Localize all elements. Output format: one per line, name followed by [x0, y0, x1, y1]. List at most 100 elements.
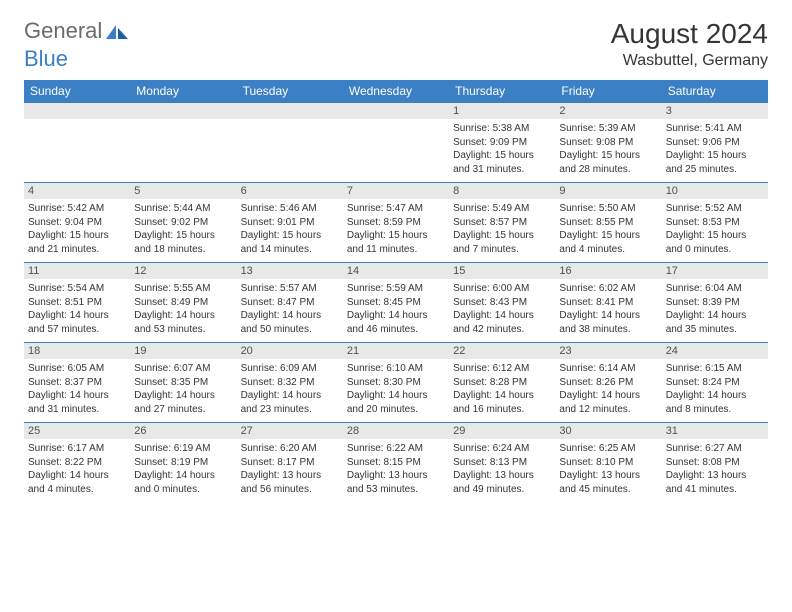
day-number: 26	[130, 423, 236, 439]
day-number: 13	[237, 263, 343, 279]
weekday-header: Monday	[130, 80, 236, 103]
logo-word1: General	[24, 18, 102, 44]
sunrise-text: Sunrise: 6:12 AM	[453, 362, 551, 376]
sunrise-text: Sunrise: 5:59 AM	[347, 282, 445, 296]
sunset-text: Sunset: 8:39 PM	[666, 296, 764, 310]
day-number: 16	[555, 263, 661, 279]
calendar-cell: 1Sunrise: 5:38 AMSunset: 9:09 PMDaylight…	[449, 103, 555, 183]
daylight-text: Daylight: 15 hours and 18 minutes.	[134, 229, 232, 256]
calendar-cell: 6Sunrise: 5:46 AMSunset: 9:01 PMDaylight…	[237, 183, 343, 263]
daylight-text: Daylight: 14 hours and 57 minutes.	[28, 309, 126, 336]
day-details: Sunrise: 5:52 AMSunset: 8:53 PMDaylight:…	[662, 199, 768, 262]
sunrise-text: Sunrise: 6:19 AM	[134, 442, 232, 456]
empty-day-header	[343, 103, 449, 119]
calendar-cell: 22Sunrise: 6:12 AMSunset: 8:28 PMDayligh…	[449, 343, 555, 423]
calendar-week-row: 1Sunrise: 5:38 AMSunset: 9:09 PMDaylight…	[24, 103, 768, 183]
sunrise-text: Sunrise: 6:02 AM	[559, 282, 657, 296]
sunset-text: Sunset: 8:35 PM	[134, 376, 232, 390]
calendar-cell	[24, 103, 130, 183]
daylight-text: Daylight: 15 hours and 0 minutes.	[666, 229, 764, 256]
weekday-header: Tuesday	[237, 80, 343, 103]
day-number: 17	[662, 263, 768, 279]
sunrise-text: Sunrise: 6:25 AM	[559, 442, 657, 456]
daylight-text: Daylight: 15 hours and 11 minutes.	[347, 229, 445, 256]
day-details: Sunrise: 5:39 AMSunset: 9:08 PMDaylight:…	[555, 119, 661, 182]
sunrise-text: Sunrise: 5:42 AM	[28, 202, 126, 216]
calendar-cell: 7Sunrise: 5:47 AMSunset: 8:59 PMDaylight…	[343, 183, 449, 263]
sunrise-text: Sunrise: 5:49 AM	[453, 202, 551, 216]
daylight-text: Daylight: 14 hours and 27 minutes.	[134, 389, 232, 416]
weekday-header: Wednesday	[343, 80, 449, 103]
sunrise-text: Sunrise: 6:00 AM	[453, 282, 551, 296]
day-details: Sunrise: 6:10 AMSunset: 8:30 PMDaylight:…	[343, 359, 449, 422]
day-details: Sunrise: 5:49 AMSunset: 8:57 PMDaylight:…	[449, 199, 555, 262]
sunrise-text: Sunrise: 6:17 AM	[28, 442, 126, 456]
calendar-body: 1Sunrise: 5:38 AMSunset: 9:09 PMDaylight…	[24, 103, 768, 503]
calendar-cell: 26Sunrise: 6:19 AMSunset: 8:19 PMDayligh…	[130, 423, 236, 503]
day-number: 4	[24, 183, 130, 199]
calendar-cell: 24Sunrise: 6:15 AMSunset: 8:24 PMDayligh…	[662, 343, 768, 423]
calendar-cell: 5Sunrise: 5:44 AMSunset: 9:02 PMDaylight…	[130, 183, 236, 263]
weekday-header: Thursday	[449, 80, 555, 103]
logo-word2: Blue	[24, 46, 68, 71]
daylight-text: Daylight: 14 hours and 23 minutes.	[241, 389, 339, 416]
daylight-text: Daylight: 15 hours and 7 minutes.	[453, 229, 551, 256]
day-details: Sunrise: 6:22 AMSunset: 8:15 PMDaylight:…	[343, 439, 449, 502]
daylight-text: Daylight: 14 hours and 0 minutes.	[134, 469, 232, 496]
day-number: 10	[662, 183, 768, 199]
day-details: Sunrise: 6:00 AMSunset: 8:43 PMDaylight:…	[449, 279, 555, 342]
daylight-text: Daylight: 14 hours and 16 minutes.	[453, 389, 551, 416]
calendar-cell: 8Sunrise: 5:49 AMSunset: 8:57 PMDaylight…	[449, 183, 555, 263]
day-number: 7	[343, 183, 449, 199]
daylight-text: Daylight: 13 hours and 41 minutes.	[666, 469, 764, 496]
sunset-text: Sunset: 8:37 PM	[28, 376, 126, 390]
day-details: Sunrise: 5:54 AMSunset: 8:51 PMDaylight:…	[24, 279, 130, 342]
day-number: 6	[237, 183, 343, 199]
day-number: 28	[343, 423, 449, 439]
day-details: Sunrise: 6:02 AMSunset: 8:41 PMDaylight:…	[555, 279, 661, 342]
logo-sail-icon	[106, 23, 128, 39]
day-number: 15	[449, 263, 555, 279]
calendar-cell	[343, 103, 449, 183]
day-number: 22	[449, 343, 555, 359]
sunset-text: Sunset: 9:04 PM	[28, 216, 126, 230]
sunset-text: Sunset: 9:06 PM	[666, 136, 764, 150]
sunset-text: Sunset: 9:09 PM	[453, 136, 551, 150]
day-number: 8	[449, 183, 555, 199]
day-details: Sunrise: 6:27 AMSunset: 8:08 PMDaylight:…	[662, 439, 768, 502]
day-number: 27	[237, 423, 343, 439]
weekday-header-row: SundayMondayTuesdayWednesdayThursdayFrid…	[24, 80, 768, 103]
weekday-header: Friday	[555, 80, 661, 103]
day-number: 20	[237, 343, 343, 359]
sunrise-text: Sunrise: 6:20 AM	[241, 442, 339, 456]
daylight-text: Daylight: 15 hours and 21 minutes.	[28, 229, 126, 256]
day-details: Sunrise: 6:12 AMSunset: 8:28 PMDaylight:…	[449, 359, 555, 422]
daylight-text: Daylight: 14 hours and 20 minutes.	[347, 389, 445, 416]
calendar-cell: 25Sunrise: 6:17 AMSunset: 8:22 PMDayligh…	[24, 423, 130, 503]
calendar-cell: 19Sunrise: 6:07 AMSunset: 8:35 PMDayligh…	[130, 343, 236, 423]
calendar-cell: 18Sunrise: 6:05 AMSunset: 8:37 PMDayligh…	[24, 343, 130, 423]
day-details: Sunrise: 6:15 AMSunset: 8:24 PMDaylight:…	[662, 359, 768, 422]
sunset-text: Sunset: 9:01 PM	[241, 216, 339, 230]
sunrise-text: Sunrise: 5:57 AM	[241, 282, 339, 296]
daylight-text: Daylight: 15 hours and 25 minutes.	[666, 149, 764, 176]
sunset-text: Sunset: 8:57 PM	[453, 216, 551, 230]
calendar-cell: 9Sunrise: 5:50 AMSunset: 8:55 PMDaylight…	[555, 183, 661, 263]
calendar-cell: 29Sunrise: 6:24 AMSunset: 8:13 PMDayligh…	[449, 423, 555, 503]
sunset-text: Sunset: 8:53 PM	[666, 216, 764, 230]
sunset-text: Sunset: 8:08 PM	[666, 456, 764, 470]
sunset-text: Sunset: 8:47 PM	[241, 296, 339, 310]
calendar-week-row: 18Sunrise: 6:05 AMSunset: 8:37 PMDayligh…	[24, 343, 768, 423]
sunset-text: Sunset: 8:10 PM	[559, 456, 657, 470]
day-details: Sunrise: 6:25 AMSunset: 8:10 PMDaylight:…	[555, 439, 661, 502]
calendar-cell: 16Sunrise: 6:02 AMSunset: 8:41 PMDayligh…	[555, 263, 661, 343]
daylight-text: Daylight: 14 hours and 31 minutes.	[28, 389, 126, 416]
daylight-text: Daylight: 14 hours and 38 minutes.	[559, 309, 657, 336]
sunset-text: Sunset: 8:24 PM	[666, 376, 764, 390]
sunrise-text: Sunrise: 6:15 AM	[666, 362, 764, 376]
day-details: Sunrise: 6:07 AMSunset: 8:35 PMDaylight:…	[130, 359, 236, 422]
day-number: 29	[449, 423, 555, 439]
sunrise-text: Sunrise: 5:41 AM	[666, 122, 764, 136]
day-details: Sunrise: 5:55 AMSunset: 8:49 PMDaylight:…	[130, 279, 236, 342]
empty-day-header	[237, 103, 343, 119]
